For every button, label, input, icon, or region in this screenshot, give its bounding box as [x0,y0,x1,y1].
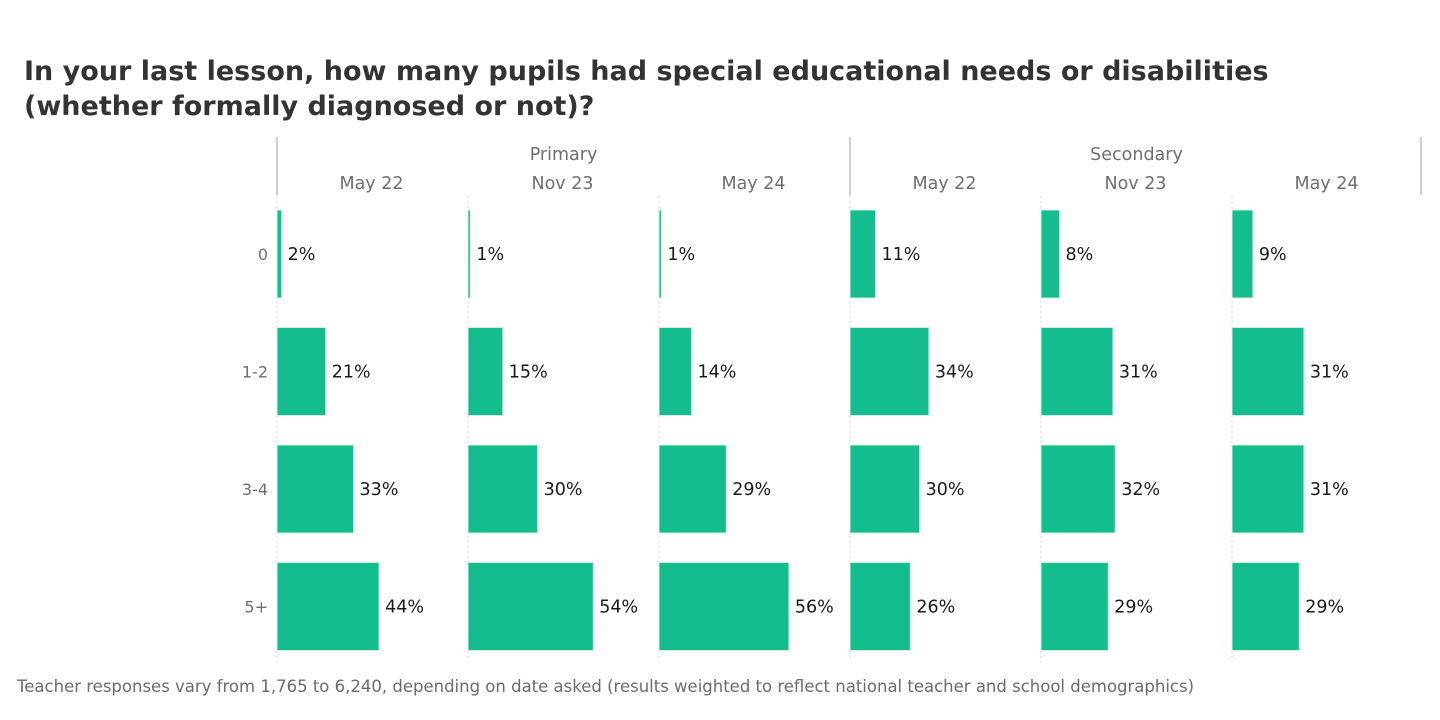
panel-label: May 24 [1294,174,1358,194]
data-label: 9% [1259,245,1287,265]
panel-label: May 24 [721,174,785,194]
bar [467,562,594,651]
row-label: 0 [258,245,268,264]
group-label-primary: Primary [530,145,598,165]
data-label: 8% [1066,245,1094,265]
data-label: 26% [916,598,955,618]
panel-label: Nov 23 [532,174,594,194]
data-label: 33% [360,480,399,500]
data-label: 21% [332,363,371,383]
bar [467,327,504,416]
panel-label: May 22 [339,174,403,194]
data-label: 14% [697,363,736,383]
data-label: 1% [476,245,504,265]
bar [1040,327,1114,416]
data-label: 34% [935,363,974,383]
bar [1040,444,1116,534]
bar [1231,327,1305,416]
bar [849,562,911,651]
data-label: 56% [795,598,834,618]
data-label: 30% [926,480,965,500]
data-label: 15% [509,363,548,383]
data-label: 32% [1121,480,1160,500]
bar [1231,209,1254,299]
bar [1231,444,1305,534]
bar [276,562,380,651]
bar [658,209,662,299]
data-label: 29% [1305,598,1344,618]
bar [849,327,930,416]
bar [658,327,692,416]
bar [849,209,877,299]
data-label: 29% [1114,598,1153,618]
row-label: 3-4 [242,480,268,499]
bar [276,327,327,416]
chart-title: In your last lesson, how many pupils had… [24,56,1269,122]
bar [658,444,727,534]
bar [467,209,471,299]
data-label: 31% [1310,480,1349,500]
data-label: 2% [288,245,316,265]
data-label: 31% [1310,363,1349,383]
data-label: 1% [667,245,695,265]
bar [658,562,790,651]
bar [276,444,355,534]
panel-label: May 22 [912,174,976,194]
data-label: 29% [732,480,771,500]
data-label: 31% [1119,363,1158,383]
bar [849,444,921,534]
data-label: 30% [544,480,583,500]
data-label: 54% [599,598,638,618]
row-label: 5+ [244,598,268,617]
bar [276,209,283,299]
data-label: 11% [882,245,921,265]
group-label-secondary: Secondary [1090,145,1183,165]
bar [467,444,539,534]
bar [1040,209,1061,299]
bar [1040,562,1109,651]
row-label: 1-2 [242,363,268,382]
panel-label: Nov 23 [1105,174,1167,194]
data-label: 44% [385,598,424,618]
bar [1231,562,1300,651]
footnote: Teacher responses vary from 1,765 to 6,2… [17,677,1195,696]
